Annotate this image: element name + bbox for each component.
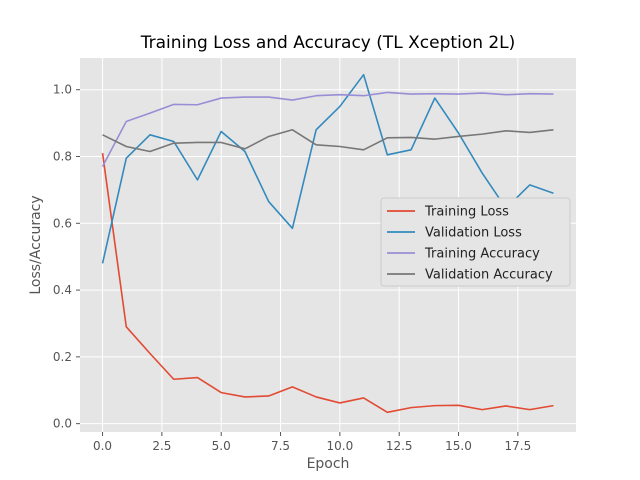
x-tick-label: 2.5 — [152, 439, 171, 453]
y-tick-label: 0.8 — [53, 150, 72, 164]
chart-title: Training Loss and Accuracy (TL Xception … — [140, 33, 516, 53]
x-tick-label: 7.5 — [271, 439, 290, 453]
axis-ticks: 0.0 2.5 5.0 7.5 10.0 12.5 15.0 17.5 0.0 0.2 0.4 0.6… — [53, 83, 531, 453]
legend-label-validation-loss: Validation Loss — [425, 226, 522, 241]
series-lines — [101, 73, 554, 414]
x-tick-label: 0.0 — [93, 439, 112, 453]
y-axis-label: Loss/Accuracy — [28, 195, 44, 294]
x-tick-label: 15.0 — [445, 439, 472, 453]
series-line-validation-accuracy — [102, 128, 554, 153]
y-tick-label: 0.2 — [53, 350, 72, 364]
y-tick-label: 0.4 — [53, 283, 72, 297]
x-tick-label: 12.5 — [386, 439, 413, 453]
legend-label-training-accuracy: Training Accuracy — [424, 247, 540, 262]
series-line-training-accuracy — [101, 91, 554, 167]
x-tick-label: 10.0 — [327, 439, 354, 453]
grid-lines — [80, 58, 576, 432]
legend: Training Loss Validation Loss Training Acc… — [380, 197, 571, 287]
y-tick-label: 1.0 — [53, 83, 72, 97]
x-tick-label: 17.5 — [504, 439, 531, 453]
x-tick-label: 5.0 — [212, 439, 231, 453]
series-line-training-loss — [101, 153, 554, 414]
legend-label-validation-accuracy: Validation Accuracy — [425, 268, 553, 283]
legend-label-training-loss: Training Loss — [424, 205, 509, 220]
series-line-validation-loss — [101, 73, 554, 264]
y-tick-label: 0.6 — [53, 216, 72, 230]
x-axis-label: Epoch — [307, 456, 350, 472]
y-tick-label: 0.0 — [53, 417, 72, 431]
legend-box — [380, 197, 571, 287]
